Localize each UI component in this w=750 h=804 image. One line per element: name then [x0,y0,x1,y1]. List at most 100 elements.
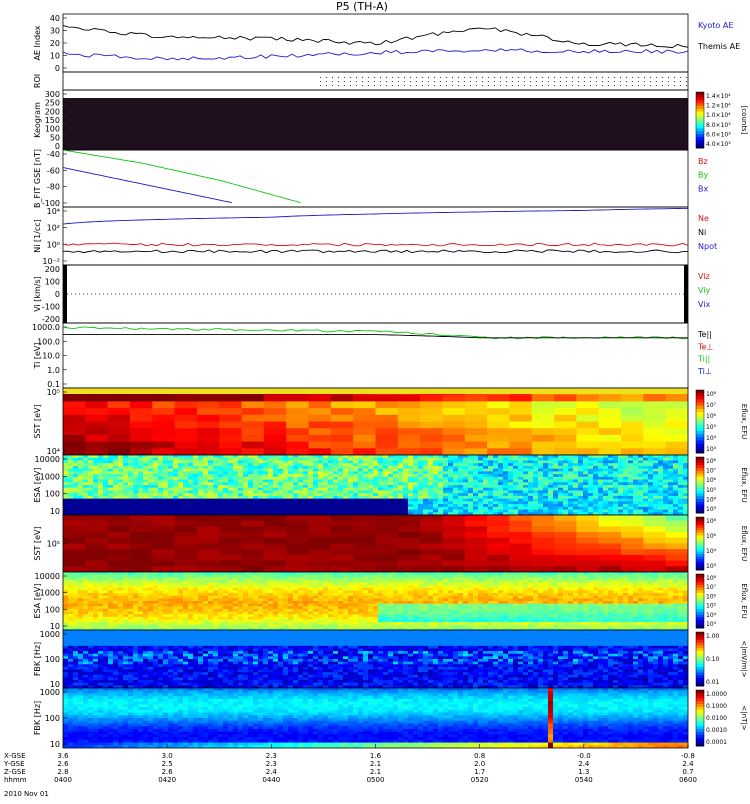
colorbar-tick: 10⁸ [706,518,717,525]
spectrogram-cell [532,532,555,538]
roi-dot [326,85,327,86]
roi-dot [530,85,531,86]
spectrogram-cell [576,422,599,429]
spectrogram-cell [197,555,220,561]
spectrogram-cell [621,408,644,415]
colorbar-cell [696,406,704,410]
spectrogram-cell [532,408,555,415]
spectrogram-cell [465,549,488,555]
ytick-label: 200 [45,265,60,274]
spectrogram-cell [398,544,421,550]
spectrogram-cell [442,435,465,442]
colorbar-cell [696,425,704,429]
legend-bfit-1: By [698,171,708,180]
spectrogram-cell [532,561,555,567]
spectrogram-cell [666,555,689,561]
spectrogram-cell [152,555,175,561]
spectrogram-cell [376,526,399,532]
spectrogram-cell [197,544,220,550]
spectrogram-cell [63,408,86,415]
spectrogram-cell [509,401,532,408]
spectrogram-cell [398,555,421,561]
spectrogram-cell [621,428,644,435]
spectrogram-cell [219,428,242,435]
spectrogram-cell [309,442,332,449]
spectrogram-cell [197,549,220,555]
spectrogram-cell [331,549,354,555]
spectrogram-cell [331,422,354,429]
roi-dot [446,85,447,86]
roi-dot [578,77,579,78]
spectrogram-cell [152,401,175,408]
spectrogram-cell [353,561,376,567]
spectrogram-cell [130,561,153,567]
spectrogram-cell [509,428,532,435]
roi-dot [518,85,519,86]
spectrogram-cell [376,401,399,408]
spectrogram-cell [286,561,309,567]
spectrogram-cell [554,442,577,449]
roi-dot [662,85,663,86]
ytick-label: 150 [45,116,60,125]
spectrogram-cell [353,538,376,544]
spectrogram-cell [197,532,220,538]
roi-dot [686,77,687,78]
spectrogram-cell [175,515,198,521]
roi-dot [608,81,609,82]
spectrogram-cell [666,532,689,538]
spectrogram-cell [376,435,399,442]
spectrogram-cell [152,561,175,567]
roi-dot [350,77,351,78]
roi-dot [530,77,531,78]
spectrogram-cell [242,395,265,402]
roi-dot [398,77,399,78]
spectrogram-cell [108,544,131,550]
spectrogram-cell [599,521,622,527]
ytick-label: 300 [45,90,60,99]
spectrogram-cell [219,532,242,538]
spectrogram-cell [420,428,443,435]
spectrogram-cell [130,555,153,561]
colorbar-tick: 10⁵ [706,487,717,494]
spectrogram-cell [130,435,153,442]
spectrogram-cell [487,448,510,455]
spectrogram-cell [130,549,153,555]
spectrogram-cell [666,442,689,449]
spectrogram-cell [487,428,510,435]
panel-keogram: Keogram3002502001501005001.4×10⁴1.2×10⁴1… [33,90,748,151]
spectrogram-cell [85,422,108,429]
spectrogram-cell [175,538,198,544]
colorbar-tick: 10⁷ [706,468,717,475]
spectrogram-cell [197,538,220,544]
spectrogram-cell [197,415,220,422]
spectrogram-cell [643,515,666,521]
spectrogram-cell [219,422,242,429]
spectrogram-cell [643,538,666,544]
spectrogram-cell [465,442,488,449]
spectrogram-cell [286,435,309,442]
roi-dot [518,77,519,78]
spectrogram-cell [398,526,421,532]
legend-ti-1: Te⊥ [697,342,713,351]
roi-dot [416,85,417,86]
spectrogram-cell [242,428,265,435]
spectrogram-cell [197,521,220,527]
spectrogram-cell [331,521,354,527]
colorbar-tick: 10³ [706,506,717,513]
roi-dot [506,81,507,82]
spectrogram-cell [353,515,376,521]
roi-dot [680,85,681,86]
roi-dot [404,77,405,78]
spectrogram-cell [465,435,488,442]
spectrogram-cell [465,521,488,527]
colorbar-tick: 10³ [706,563,717,570]
spectrogram-cell [152,538,175,544]
spectrogram-cell [398,422,421,429]
spectrogram-cell [63,428,86,435]
colorbar-tick: 10⁴ [706,548,717,555]
spectrogram-cell [264,442,287,449]
roi-dot [602,85,603,86]
roi-dot [458,77,459,78]
